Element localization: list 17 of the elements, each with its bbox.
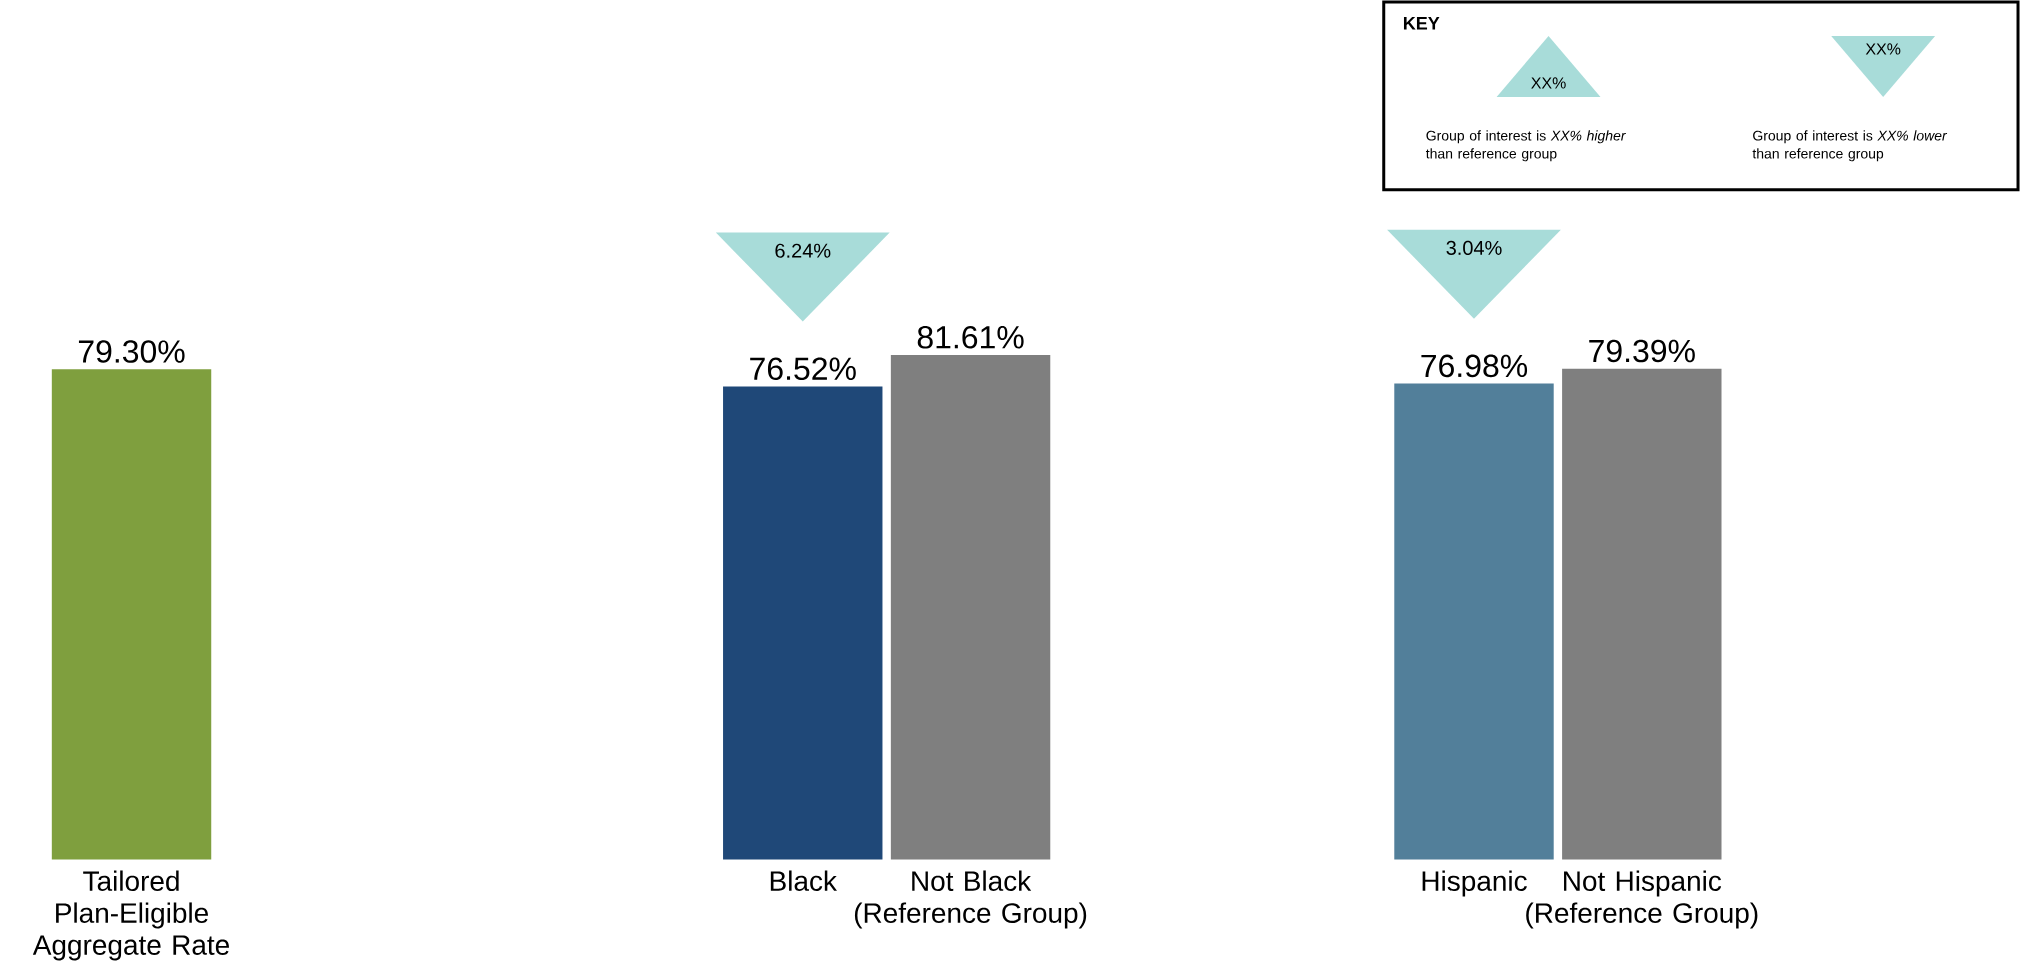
text: XX% xyxy=(1531,77,1566,89)
x-tick-label: Tailored Plan-Eligible Aggregate Rate xyxy=(32,870,229,961)
x-tick-label: Black xyxy=(770,870,837,891)
data-label: 79.30% xyxy=(78,340,185,363)
text: KEY xyxy=(1403,16,1440,30)
text: 6.24% xyxy=(775,243,831,258)
text: 3.04% xyxy=(1446,240,1502,255)
text: Group of interest is XX% higher than reference group xyxy=(1425,130,1626,162)
text: Group of interest is XX% lower than reference group xyxy=(1752,130,1948,162)
x-tick-label: Hispanic xyxy=(1422,870,1527,897)
text: XX% xyxy=(1865,43,1901,55)
data-label: 81.61% xyxy=(917,325,1024,349)
data-label: 76.98% xyxy=(1421,354,1528,378)
data-label: 76.52% xyxy=(750,357,856,380)
x-tick-label: Not Hispanic (Reference Group) xyxy=(1526,870,1758,929)
data-label: 79.39% xyxy=(1589,339,1695,363)
x-tick-label: Not Black (Reference Group) xyxy=(854,870,1087,929)
